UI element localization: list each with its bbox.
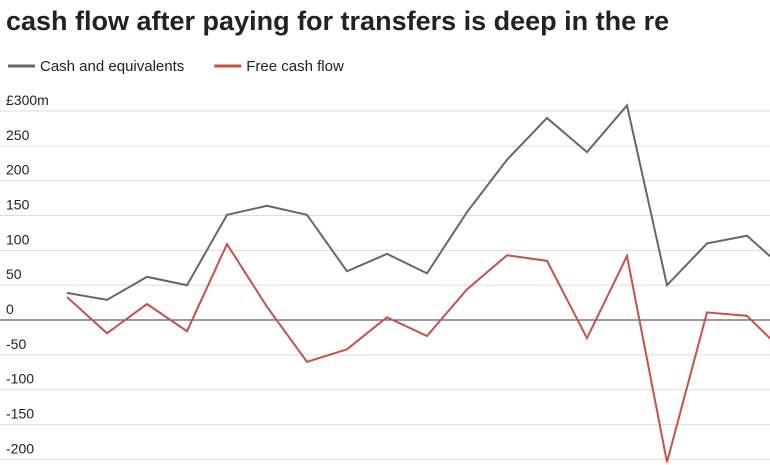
y-tick-label: 100 (6, 231, 30, 247)
legend-label: Free cash flow (246, 58, 344, 75)
y-tick-label: 0 (6, 301, 14, 317)
series-line (66, 103, 770, 301)
legend-label: Cash and equivalents (40, 58, 184, 75)
y-tick-label: -100 (6, 371, 34, 387)
y-tick-label: 250 (6, 127, 30, 143)
y-tick-label: 200 (6, 162, 30, 178)
y-tick-label: 150 (6, 197, 30, 213)
y-tick-label: £300m (6, 92, 49, 108)
y-tick-label: -50 (6, 336, 26, 352)
series-line (66, 242, 770, 463)
chart-title: cash flow after paying for transfers is … (6, 6, 669, 36)
y-tick-label: -150 (6, 406, 34, 422)
y-tick-label: -200 (6, 440, 34, 456)
y-tick-label: 50 (6, 266, 22, 282)
